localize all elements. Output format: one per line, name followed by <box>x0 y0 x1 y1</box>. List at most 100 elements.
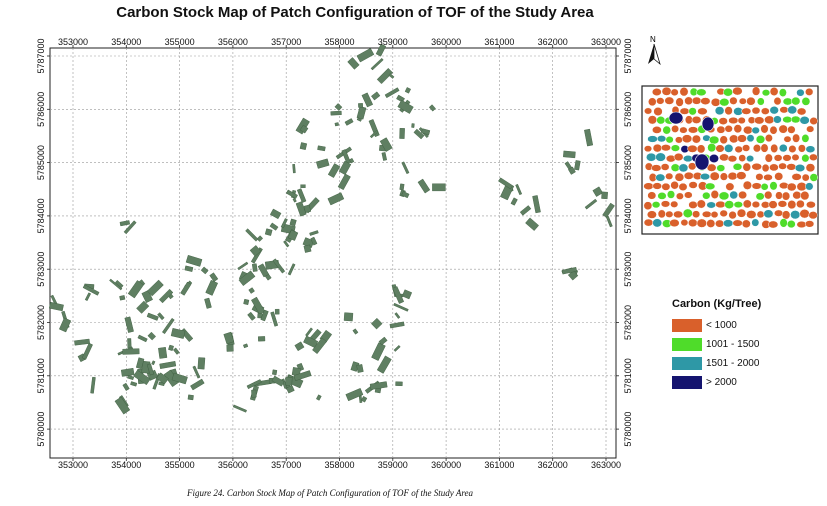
tree-crown <box>697 107 708 116</box>
tof-patch <box>401 289 413 300</box>
tof-patch <box>294 341 305 352</box>
tree-crown <box>769 163 779 172</box>
tof-patch <box>393 345 401 352</box>
tree-crown <box>687 126 699 134</box>
tree-crown <box>691 96 702 105</box>
easting-label-top: 358000 <box>324 37 354 47</box>
tof-patch <box>114 396 131 415</box>
northing-label-right: 5787000 <box>623 38 633 73</box>
tof-patch <box>180 281 192 296</box>
tree-crown <box>801 173 810 182</box>
tof-patch <box>370 317 383 330</box>
tof-patch <box>59 317 72 333</box>
tof-patch <box>226 344 234 352</box>
northing-label-left: 5783000 <box>36 252 46 287</box>
tof-patch <box>345 388 364 402</box>
easting-label-bottom: 363000 <box>591 460 621 470</box>
tof-patch <box>369 381 388 390</box>
tof-patch <box>243 343 249 349</box>
tof-patch <box>295 201 307 217</box>
tree-crown <box>660 144 671 152</box>
easting-label-top: 354000 <box>111 37 141 47</box>
tof-patch <box>375 43 387 57</box>
legend: Carbon (Kg/Tree) < 1000 1001 - 1500 1501… <box>672 298 761 392</box>
tree-crown <box>799 209 810 219</box>
tof-patch <box>317 145 326 152</box>
tree-crown <box>668 111 684 125</box>
tree-crown <box>733 124 743 134</box>
tree-crown <box>719 98 730 107</box>
tof-patch <box>392 286 405 304</box>
tree-crown <box>670 180 679 190</box>
tof-patch <box>119 220 131 227</box>
tree-crown <box>674 136 683 144</box>
tree-crown <box>746 210 757 219</box>
tree-crown <box>708 135 720 145</box>
tree-crown <box>643 201 653 211</box>
tof-patch <box>381 152 387 161</box>
tree-crown <box>660 163 670 171</box>
tof-patch <box>379 137 393 152</box>
tree-crown <box>751 182 762 190</box>
tof-patch <box>123 220 137 235</box>
tree-crown <box>734 145 743 154</box>
tof-patch <box>361 92 374 108</box>
tree-crown <box>683 171 694 180</box>
tof-patch <box>171 372 188 385</box>
tof-patch <box>289 218 297 227</box>
tof-patch <box>602 202 615 218</box>
tree-crown <box>727 171 738 181</box>
easting-label-bottom: 357000 <box>271 460 301 470</box>
tree-crown <box>657 192 667 200</box>
tof-patch <box>370 57 384 71</box>
tof-patch <box>237 261 249 271</box>
north-arrow-icon: N <box>648 35 661 66</box>
tree-crown <box>651 164 662 172</box>
legend-item: > 2000 <box>672 373 761 392</box>
tree-crown <box>763 173 773 181</box>
tree-crown <box>738 97 747 105</box>
tree-crown <box>742 162 752 172</box>
tof-patch <box>334 103 343 111</box>
tof-patch <box>428 104 436 112</box>
tree-crown <box>791 96 801 106</box>
tof-patch <box>401 191 410 199</box>
tree-crown <box>718 191 730 201</box>
tree-crown <box>648 97 657 107</box>
tree-crown <box>763 209 774 219</box>
tree-crown <box>778 88 787 97</box>
tof-patch <box>592 186 603 197</box>
tree-crown <box>678 163 689 173</box>
tree-crown <box>646 152 657 162</box>
tof-patch <box>271 375 285 387</box>
north-label: N <box>650 35 656 44</box>
tof-patch <box>605 215 613 228</box>
tof-patch <box>285 189 298 199</box>
tree-crown <box>704 182 716 190</box>
tree-crown <box>796 182 807 192</box>
tof-patch <box>305 327 313 337</box>
tree-crown <box>722 219 734 228</box>
northing-label-right: 5784000 <box>623 198 633 233</box>
tree-crown <box>724 125 733 133</box>
easting-label-bottom: 359000 <box>378 460 408 470</box>
easting-label-top: 353000 <box>58 37 88 47</box>
tree-crown <box>643 182 654 190</box>
tree-crown <box>688 218 698 228</box>
tree-crown <box>769 181 778 191</box>
tree-crown <box>643 145 653 153</box>
tree-crown <box>787 105 798 115</box>
tree-crown <box>790 115 801 124</box>
tof-patch <box>135 357 145 370</box>
tof-patch <box>337 173 351 190</box>
tof-patch <box>127 280 144 299</box>
tree-crown <box>715 219 725 228</box>
tof-patch <box>344 118 354 126</box>
tof-patch <box>251 263 258 272</box>
tree-crown <box>688 200 698 209</box>
tree-crown <box>732 219 743 227</box>
legend-label: 1001 - 1500 <box>706 339 760 350</box>
tree-crown <box>680 219 689 227</box>
tof-patch <box>371 91 381 101</box>
tree-crown <box>751 200 761 209</box>
